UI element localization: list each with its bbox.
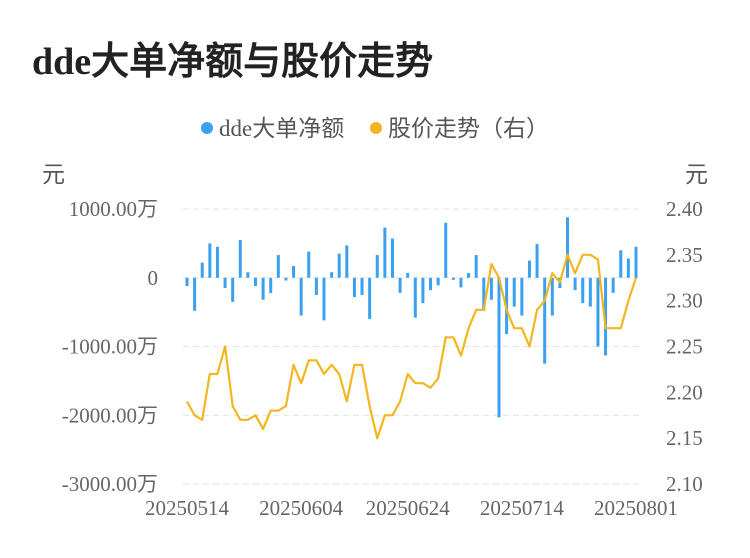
bar[interactable] bbox=[634, 246, 638, 278]
bar[interactable] bbox=[520, 277, 524, 316]
line-series bbox=[186, 253, 638, 440]
bar[interactable] bbox=[314, 277, 318, 295]
legend-label-dde: dde大单净额 bbox=[219, 116, 345, 141]
bar[interactable] bbox=[246, 272, 250, 278]
right-tick-label: 2.30 bbox=[666, 289, 703, 313]
x-tick-label: 20250624 bbox=[366, 496, 451, 520]
bar[interactable] bbox=[444, 222, 448, 278]
bar[interactable] bbox=[231, 277, 235, 302]
bar[interactable] bbox=[261, 277, 265, 300]
right-tick-label: 2.15 bbox=[666, 426, 703, 450]
legend-dot-price bbox=[369, 122, 382, 134]
bar[interactable] bbox=[489, 277, 493, 300]
legend-label-price: 股价走势（右） bbox=[387, 116, 549, 141]
bar[interactable] bbox=[292, 266, 296, 278]
bar[interactable] bbox=[573, 277, 577, 291]
right-tick-label: 2.10 bbox=[666, 472, 703, 496]
bar[interactable] bbox=[330, 272, 334, 278]
bar[interactable] bbox=[619, 250, 623, 278]
x-tick-label: 20250514 bbox=[145, 496, 230, 520]
x-tick-label: 20250604 bbox=[259, 496, 344, 520]
bar[interactable] bbox=[215, 246, 219, 278]
bar[interactable] bbox=[581, 277, 585, 304]
legend: dde大单净额 股价走势（右） bbox=[0, 109, 750, 143]
bar[interactable] bbox=[497, 277, 501, 418]
bar[interactable] bbox=[512, 277, 516, 307]
bar[interactable] bbox=[543, 277, 547, 364]
bar[interactable] bbox=[596, 277, 600, 347]
bar[interactable] bbox=[269, 277, 273, 293]
bar[interactable] bbox=[360, 277, 364, 295]
bar[interactable] bbox=[307, 251, 311, 278]
bar[interactable] bbox=[193, 277, 197, 311]
left-axis-ticks: 1000.00万 0 -1000.00万 -2000.00万 -3000.00万 bbox=[62, 197, 158, 496]
x-axis-ticks: 20250514 20250604 20250624 20250714 20250801 bbox=[145, 496, 678, 520]
right-tick-label: 2.25 bbox=[666, 335, 703, 359]
bar[interactable] bbox=[604, 277, 608, 356]
left-tick-label: -3000.00万 bbox=[62, 472, 158, 496]
left-axis-unit: 元 bbox=[42, 162, 65, 187]
bar[interactable] bbox=[322, 277, 326, 321]
x-tick-label: 20250801 bbox=[594, 496, 678, 520]
bar[interactable] bbox=[459, 277, 463, 288]
bar[interactable] bbox=[436, 277, 440, 286]
bar[interactable] bbox=[368, 277, 372, 319]
right-tick-label: 2.40 bbox=[666, 197, 703, 221]
bar[interactable] bbox=[345, 245, 349, 278]
left-tick-label: 1000.00万 bbox=[69, 197, 158, 221]
bar[interactable] bbox=[550, 277, 554, 316]
bar[interactable] bbox=[474, 255, 478, 278]
bar[interactable] bbox=[535, 244, 539, 278]
legend-dot-dde bbox=[201, 122, 214, 134]
bar[interactable] bbox=[238, 239, 242, 278]
right-axis-unit: 元 bbox=[685, 162, 708, 187]
bar[interactable] bbox=[284, 277, 288, 281]
bar[interactable] bbox=[482, 277, 486, 311]
bar[interactable] bbox=[200, 262, 204, 278]
bar[interactable] bbox=[352, 277, 356, 297]
left-tick-label: -1000.00万 bbox=[62, 335, 158, 359]
bar[interactable] bbox=[398, 277, 402, 293]
bar[interactable] bbox=[429, 277, 433, 291]
legend-item-price[interactable]: 股价走势（右） bbox=[369, 109, 549, 143]
bar[interactable] bbox=[208, 243, 212, 278]
bar[interactable] bbox=[626, 258, 630, 278]
bar[interactable] bbox=[223, 277, 227, 289]
bar[interactable] bbox=[588, 277, 592, 307]
bar[interactable] bbox=[337, 253, 341, 278]
left-tick-label: 0 bbox=[148, 266, 159, 290]
bar[interactable] bbox=[390, 238, 394, 278]
bar[interactable] bbox=[611, 277, 615, 293]
bar[interactable] bbox=[406, 272, 410, 278]
x-tick-label: 20250714 bbox=[480, 496, 565, 520]
bar[interactable] bbox=[413, 277, 417, 318]
bar[interactable] bbox=[467, 272, 471, 278]
bar[interactable] bbox=[276, 255, 280, 278]
bar-series bbox=[185, 217, 638, 418]
bar[interactable] bbox=[299, 277, 303, 316]
right-tick-label: 2.35 bbox=[666, 243, 703, 267]
bar[interactable] bbox=[383, 227, 387, 278]
bar[interactable] bbox=[253, 277, 257, 286]
right-axis-ticks: 2.40 2.35 2.30 2.25 2.20 2.15 2.10 bbox=[666, 197, 703, 496]
right-tick-label: 2.20 bbox=[666, 380, 703, 404]
bar[interactable] bbox=[185, 277, 189, 286]
bar[interactable] bbox=[421, 277, 425, 304]
price-line[interactable] bbox=[186, 253, 638, 440]
grid-lines bbox=[183, 208, 640, 485]
left-tick-label: -2000.00万 bbox=[62, 403, 158, 427]
bar[interactable] bbox=[566, 217, 570, 278]
bar[interactable] bbox=[375, 255, 379, 278]
bar[interactable] bbox=[527, 260, 531, 278]
legend-item-dde[interactable]: dde大单净额 bbox=[201, 109, 344, 143]
bar[interactable] bbox=[451, 277, 455, 280]
chart-title: dde大单净额与股价走势 bbox=[32, 41, 434, 83]
